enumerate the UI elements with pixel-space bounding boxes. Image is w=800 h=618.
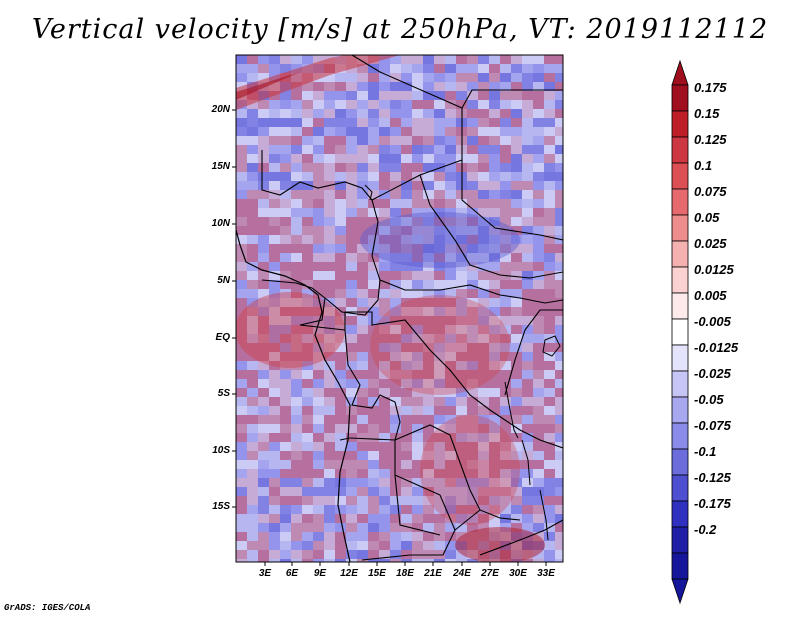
colorbar <box>671 59 689 605</box>
lat-ticks <box>232 109 236 508</box>
colorbar-label: 0.05 <box>694 210 720 225</box>
colorbar-label: -0.125 <box>694 470 731 485</box>
lat-label: 5N <box>217 275 230 286</box>
credit-text: GrADS: IGES/COLA <box>4 603 91 613</box>
lon-label: 6E <box>285 568 299 579</box>
lat-label: EQ <box>215 332 230 343</box>
lat-label: 15N <box>211 161 230 172</box>
lat-label: 20N <box>211 104 230 115</box>
lat-label: 10N <box>211 218 230 229</box>
colorbar-label: 0.15 <box>694 106 720 121</box>
lon-label: 18E <box>396 568 414 579</box>
colorbar-label: -0.2 <box>694 522 717 537</box>
coastline <box>236 229 351 562</box>
colorbar-label: -0.075 <box>694 418 731 433</box>
lon-label: 9E <box>313 568 327 579</box>
lakes <box>364 184 561 541</box>
colorbar-label: -0.175 <box>694 496 731 511</box>
colorbar-label: -0.0125 <box>694 340 739 355</box>
colorbar-label: 0.125 <box>694 132 727 147</box>
velocity-field <box>236 55 563 562</box>
colorbar-label: -0.005 <box>694 314 731 329</box>
colorbar-label: -0.025 <box>694 366 731 381</box>
lon-label: 15E <box>368 568 386 579</box>
lat-label: 15S <box>212 501 230 512</box>
lon-label: 33E <box>537 568 555 579</box>
colorbar-label: 0.1 <box>694 158 713 173</box>
map-title: Vertical velocity [m/s] at 250hPa, VT: 2… <box>31 14 769 45</box>
map-frame <box>235 54 564 563</box>
lat-label: 10S <box>212 445 230 456</box>
colorbar-label: 0.175 <box>694 80 727 95</box>
lon-label: 3E <box>258 568 272 579</box>
colorbar-label: -0.05 <box>694 392 724 407</box>
lon-label: 24E <box>453 568 471 579</box>
lon-label: 12E <box>340 568 358 579</box>
lon-label: 27E <box>481 568 499 579</box>
lon-ticks <box>264 562 547 566</box>
velocity-cells <box>236 55 563 562</box>
country-borders <box>261 55 563 561</box>
colorbar-label: 0.025 <box>694 236 727 251</box>
colorbar-label: 0.005 <box>694 288 727 303</box>
lon-label: 30E <box>509 568 527 579</box>
lon-label: 21E <box>424 568 442 579</box>
colorbar-label: -0.1 <box>694 444 717 459</box>
colorbar-label: 0.075 <box>694 184 727 199</box>
colorbar-label: 0.0125 <box>694 262 734 277</box>
lat-label: 5S <box>217 388 230 399</box>
